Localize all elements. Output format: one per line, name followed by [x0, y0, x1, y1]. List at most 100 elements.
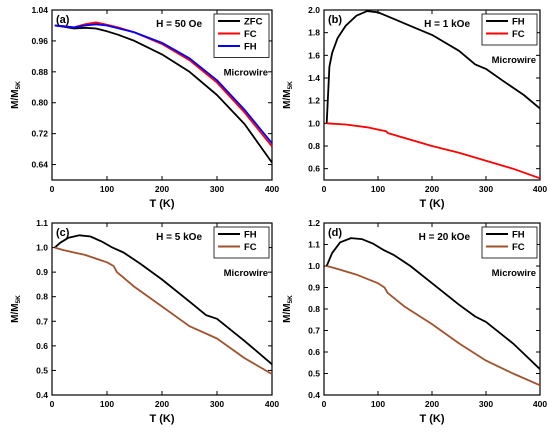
y-tick-label: 0.7	[308, 326, 320, 336]
panel-b: 0 100 200 300 400 0.6 0.8 1.0 1.2 1.4 1.6 1.8 2.0 T (…	[282, 5, 547, 210]
x-tick-label: 0	[322, 184, 327, 194]
annotation: Microwire	[224, 68, 268, 79]
y-tick-label: 1.1	[36, 218, 48, 228]
y-axis-label: M/M5K	[282, 295, 294, 323]
legend-entry: FC	[244, 242, 257, 253]
x-tick-label: 400	[533, 184, 547, 194]
y-tick-label: 1.1	[308, 240, 320, 250]
y-tick-label: 0.5	[308, 369, 320, 379]
x-tick-label: 200	[155, 184, 169, 194]
y-tick-label: 1.4	[308, 73, 320, 83]
x-tick-label: 0	[322, 399, 327, 409]
x-tick-label: 400	[533, 399, 547, 409]
x-tick-label: 100	[371, 184, 385, 194]
annotation: Microwire	[224, 268, 268, 279]
legend-box	[213, 226, 270, 259]
y-tick-label: 0.72	[31, 129, 48, 139]
x-tick-label: 0	[50, 184, 55, 194]
panel-label: (a)	[56, 14, 70, 26]
x-tick-label: 0	[50, 399, 55, 409]
y-tick-label: 0.80	[31, 98, 48, 108]
legend-entry: FH	[512, 230, 525, 241]
y-tick-label: 0.9	[36, 267, 48, 277]
y-axis-label: M/M5K	[10, 295, 22, 323]
y-tick-label: 0.4	[308, 390, 320, 400]
y-tick-label: 0.6	[308, 347, 320, 357]
panel-label: (d)	[328, 227, 342, 239]
x-tick-label: 300	[210, 184, 224, 194]
y-tick-label: 0.88	[31, 67, 48, 77]
y-tick-label: 1.2	[308, 218, 320, 228]
panel-label: (c)	[56, 227, 70, 239]
y-tick-label: 1.2	[308, 96, 320, 106]
y-tick-label: 0.4	[36, 390, 48, 400]
panel-a: 0 100 200 300 400 0.64 0.72 0.80 0.88 0.96 1.04 T (…	[10, 5, 279, 210]
x-tick-label: 200	[155, 399, 169, 409]
x-axis-label: T (K)	[419, 198, 444, 210]
legend-entry: FH	[244, 230, 257, 241]
y-tick-label: 1.0	[308, 118, 320, 128]
y-tick-label: 1.6	[308, 50, 320, 60]
series-line-fc	[326, 122, 541, 180]
legend-entry: FC	[512, 242, 525, 253]
x-tick-label: 200	[425, 399, 439, 409]
x-tick-label: 100	[100, 399, 114, 409]
series-line-fh	[54, 234, 273, 365]
y-tick-label: 0.8	[308, 304, 320, 314]
y-tick-label: 1.8	[308, 28, 320, 38]
legend-box	[481, 13, 538, 46]
x-axis-label: T (K)	[149, 413, 174, 425]
y-tick-label: 2.0	[308, 5, 320, 15]
annotation: Microwire	[492, 55, 536, 66]
y-tick-label: 0.6	[308, 164, 320, 174]
x-tick-label: 100	[100, 184, 114, 194]
y-tick-label: 1.04	[31, 5, 48, 15]
x-tick-label: 200	[425, 184, 439, 194]
series-line-fh	[54, 23, 273, 144]
series-line-fc	[54, 246, 273, 375]
y-tick-label: 0.8	[36, 292, 48, 302]
panel-c: 0 100 200 300 400 0.4 0.5 0.6 0.7 0.8 0.9 1.0 1.1 T (…	[10, 218, 279, 425]
field-label: H = 50 Oe	[156, 19, 202, 30]
x-tick-label: 100	[371, 399, 385, 409]
field-label: H = 5 kOe	[156, 232, 202, 243]
y-tick-label: 0.8	[308, 141, 320, 151]
y-tick-label: 0.6	[36, 341, 48, 351]
y-tick-label: 0.9	[308, 283, 320, 293]
x-tick-label: 300	[210, 399, 224, 409]
y-tick-label: 0.64	[31, 160, 48, 170]
legend-entry: ZFC	[244, 17, 263, 28]
series-line-zfc	[54, 24, 273, 164]
annotation: Microwire	[492, 268, 536, 279]
y-tick-label: 0.7	[36, 316, 48, 326]
legend-entry: FH	[512, 17, 525, 28]
x-tick-label: 300	[479, 399, 493, 409]
x-tick-label: 300	[479, 184, 493, 194]
series-line-fh	[325, 10, 541, 124]
legend-entry: FC	[512, 29, 525, 40]
field-label: H = 20 kOe	[419, 232, 471, 243]
field-label: H = 1 kOe	[424, 19, 470, 30]
y-tick-label: 0.5	[36, 365, 48, 375]
y-axis-label: M/M5K	[282, 81, 294, 109]
x-tick-label: 400	[265, 184, 279, 194]
series-line-fc	[326, 265, 541, 387]
y-axis-label: M/M5K	[10, 81, 22, 109]
x-tick-label: 400	[265, 399, 279, 409]
x-axis-label: T (K)	[419, 413, 444, 425]
legend-box	[481, 226, 538, 259]
panel-label: (b)	[328, 14, 342, 26]
series-line-fh	[325, 237, 541, 370]
y-tick-label: 1.0	[308, 261, 320, 271]
y-tick-label: 0.96	[31, 36, 48, 46]
legend-entry: FH	[244, 42, 257, 53]
x-axis-label: T (K)	[149, 198, 174, 210]
y-tick-label: 1.0	[36, 243, 48, 253]
panel-d: 0 100 200 300 400 0.4 0.5 0.6 0.7 0.8 0.9 1.0 1.1 1.2…	[282, 218, 547, 425]
legend-entry: FC	[244, 29, 257, 40]
